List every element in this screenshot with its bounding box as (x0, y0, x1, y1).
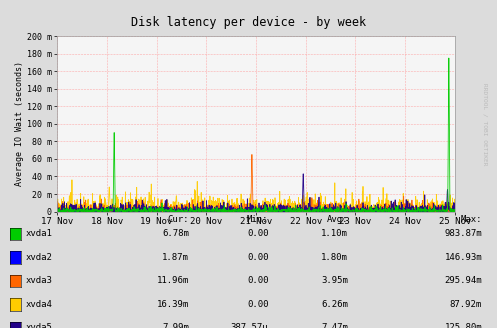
Text: xvda4: xvda4 (26, 300, 53, 309)
Text: 16.39m: 16.39m (157, 300, 189, 309)
Text: 0.00: 0.00 (247, 253, 268, 262)
Text: 146.93m: 146.93m (444, 253, 482, 262)
Text: 7.47m: 7.47m (321, 323, 348, 328)
Text: 0.00: 0.00 (247, 229, 268, 238)
Text: 1.87m: 1.87m (162, 253, 189, 262)
Text: 983.87m: 983.87m (444, 229, 482, 238)
Text: 1.80m: 1.80m (321, 253, 348, 262)
Text: 125.80m: 125.80m (444, 323, 482, 328)
Text: 295.94m: 295.94m (444, 276, 482, 285)
Text: 6.78m: 6.78m (162, 229, 189, 238)
Text: Avg:: Avg: (327, 215, 348, 224)
Text: 11.96m: 11.96m (157, 276, 189, 285)
Y-axis label: Average IO Wait (seconds): Average IO Wait (seconds) (15, 61, 24, 186)
Text: Min:: Min: (247, 215, 268, 224)
Text: 0.00: 0.00 (247, 300, 268, 309)
Text: Cur:: Cur: (167, 215, 189, 224)
Text: 387.57u: 387.57u (231, 323, 268, 328)
Text: xvda5: xvda5 (26, 323, 53, 328)
Text: RRDTOOL / TOBI OETIKER: RRDTOOL / TOBI OETIKER (482, 83, 487, 166)
Text: 3.95m: 3.95m (321, 276, 348, 285)
Text: xvda3: xvda3 (26, 276, 53, 285)
Text: 1.10m: 1.10m (321, 229, 348, 238)
Text: Disk latency per device - by week: Disk latency per device - by week (131, 16, 366, 30)
Text: 7.99m: 7.99m (162, 323, 189, 328)
Text: xvda1: xvda1 (26, 229, 53, 238)
Text: 87.92m: 87.92m (450, 300, 482, 309)
Text: 6.26m: 6.26m (321, 300, 348, 309)
Text: 0.00: 0.00 (247, 276, 268, 285)
Text: xvda2: xvda2 (26, 253, 53, 262)
Text: Max:: Max: (461, 215, 482, 224)
